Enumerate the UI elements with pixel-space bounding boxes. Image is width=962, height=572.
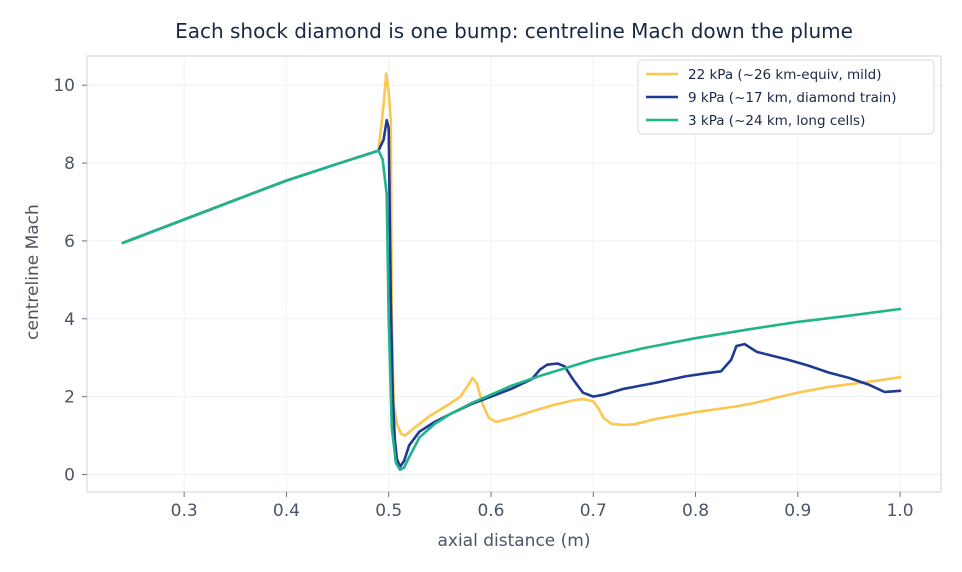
x-axis-label: axial distance (m)	[437, 531, 590, 551]
y-tick-label: 4	[64, 310, 75, 330]
y-tick-label: 8	[64, 154, 75, 174]
x-tick-label: 0.4	[273, 501, 300, 521]
y-tick-label: 6	[64, 232, 75, 252]
series-line-1	[121, 72, 902, 437]
plot-frame	[86, 55, 942, 493]
legend-label-1: 22 kPa (~26 km-equiv, mild)	[688, 67, 882, 83]
y-tick-label: 2	[64, 388, 75, 408]
chart-title: Each shock diamond is one bump: centreli…	[175, 19, 853, 43]
series-line-2	[121, 118, 902, 468]
legend-label-3: 3 kPa (~24 km, long cells)	[688, 113, 865, 129]
legend: 22 kPa (~26 km-equiv, mild) 9 kPa (~17 km…	[637, 59, 935, 135]
x-tick-label: 0.8	[682, 501, 709, 521]
x-tick-label: 0.6	[477, 501, 504, 521]
x-tick-label: 0.7	[580, 501, 607, 521]
x-tick-label: 0.3	[171, 501, 198, 521]
x-tick-label: 0.9	[784, 501, 811, 521]
y-axis-label: centreline Mach	[23, 204, 43, 340]
x-tick-label: 0.5	[375, 501, 402, 521]
legend-label-2: 9 kPa (~17 km, diamond train)	[688, 90, 897, 106]
legend-box	[637, 59, 935, 135]
y-axis-ticks: 0 2 4 6 8 10	[53, 76, 87, 485]
x-tick-label: 1.0	[887, 501, 914, 521]
y-tick-label: 0	[64, 465, 75, 485]
series-line-3	[121, 149, 902, 472]
x-axis-ticks: 0.3 0.4 0.5 0.6 0.7 0.8 0.9 1.0	[171, 492, 914, 521]
series-lines	[121, 72, 902, 472]
y-tick-label: 10	[53, 76, 75, 96]
